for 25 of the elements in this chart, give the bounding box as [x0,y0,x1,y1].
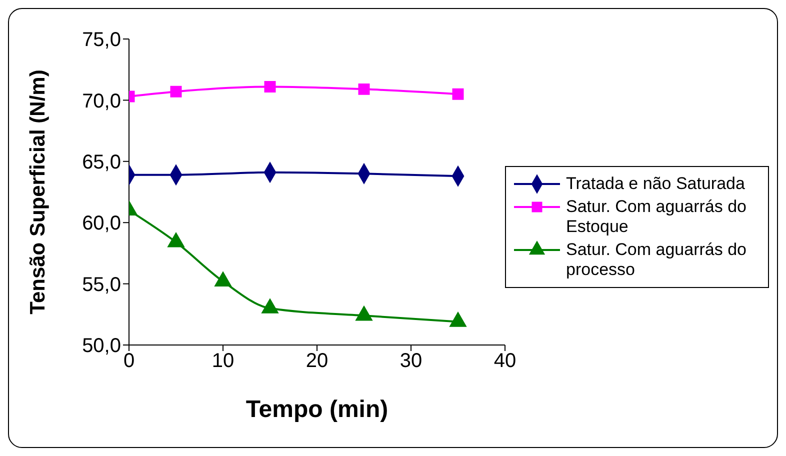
point [358,83,370,95]
y-tick-label: 70,0 [82,90,121,112]
y-tick-label: 75,0 [82,29,121,52]
y-tick-label: 65,0 [82,152,121,174]
x-axis-title: Tempo (min) [246,396,388,423]
x-tick-label: 40 [494,350,516,372]
point [170,86,182,98]
y-axis-title: Tensão Superficial (N/m) [26,70,50,314]
y-tick-label: 60,0 [82,212,121,235]
legend-label: Satur. Com aguarrás do Estoque [566,197,748,237]
point [356,306,372,321]
x-tick-label: 20 [306,350,328,372]
x-tick-label: 10 [212,350,234,372]
x-tick-label: 0 [123,350,135,372]
legend-label: Tratada e não Saturada [566,174,745,194]
point [214,272,232,286]
point [450,312,466,327]
point [168,232,184,248]
legend-label: Satur. Com aguarrás do processo [566,240,748,280]
point [262,298,278,314]
point [264,80,276,92]
point [452,88,464,100]
y-tick-label: 50,0 [82,335,121,358]
y-tick-label: 55,0 [82,274,121,296]
x-tick-label: 30 [400,350,422,372]
